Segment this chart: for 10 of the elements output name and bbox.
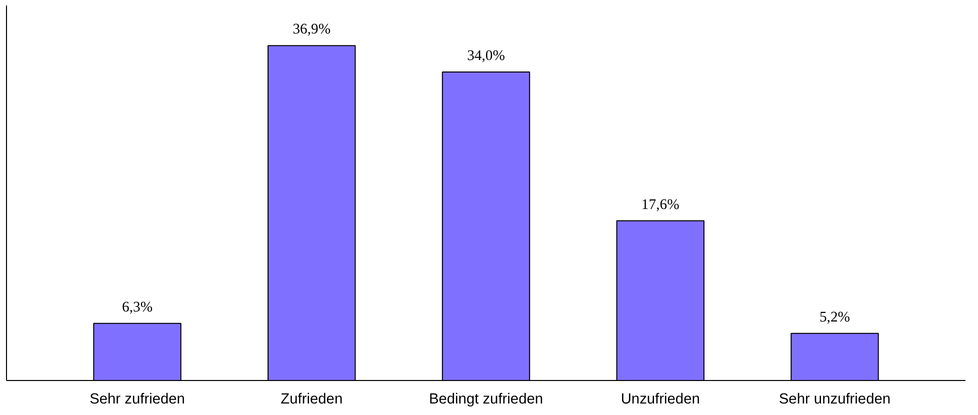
data-label: 36,9% [292, 22, 331, 38]
x-tick-label: Unzufrieden [620, 392, 700, 408]
data-label: 34,0% [467, 48, 505, 64]
data-label: 17,6% [641, 196, 680, 213]
x-tick-label: Zufrieden [280, 392, 343, 408]
data-label: 5,2% [819, 309, 850, 326]
x-tick-label: Sehr unzufrieden [778, 392, 891, 408]
x-tick-label: Bedingt zufrieden [428, 392, 544, 408]
x-tick-label: Sehr zufrieden [90, 392, 185, 408]
data-label: 6,3% [122, 299, 153, 316]
